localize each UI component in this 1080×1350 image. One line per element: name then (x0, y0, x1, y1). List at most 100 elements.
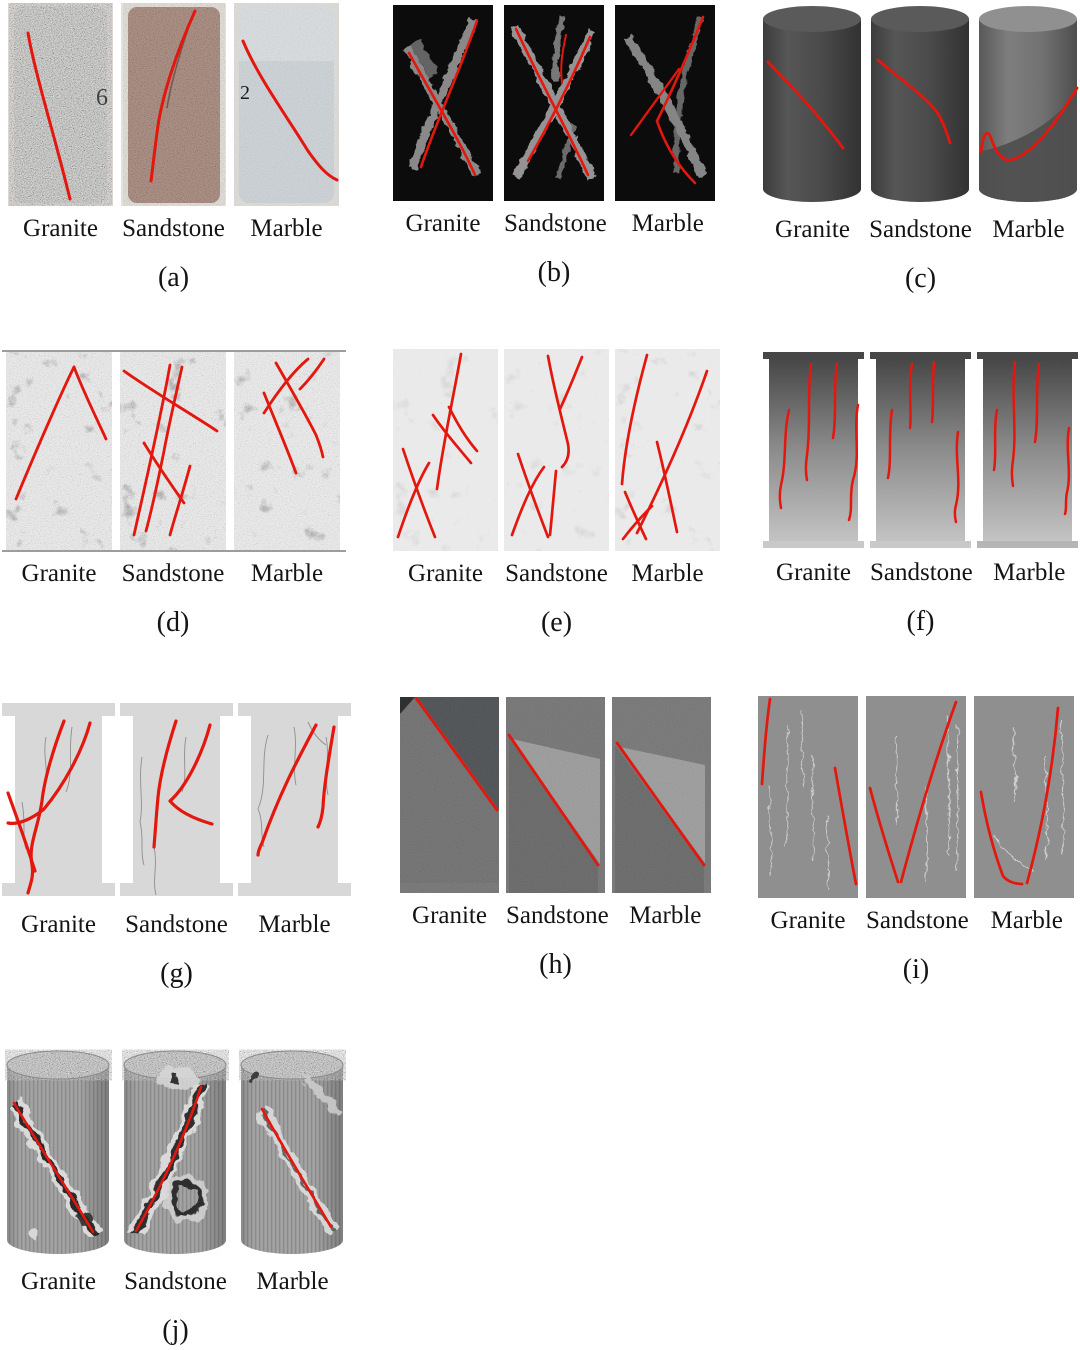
panel-e-granite-image (393, 349, 498, 551)
panel-e-marble-image (615, 349, 720, 551)
panel-f-specimens (763, 350, 1078, 550)
panel-e-specimens (393, 349, 720, 551)
panel-i: Granite Sandstone Marble (i) (758, 696, 1074, 986)
label-marble: Marble (992, 216, 1065, 243)
label-sandstone: Sandstone (125, 911, 228, 938)
panel-j-marble-image (240, 1050, 344, 1254)
panel-d-marble-image (234, 351, 340, 551)
panel-c-sandstone-image (869, 6, 972, 202)
panel-c-specimens (761, 2, 1080, 207)
panel-e: Granite Sandstone Marble (e) (393, 349, 720, 639)
panel-c-letter: (c) (904, 263, 937, 294)
panel-h-letter: (h) (539, 949, 572, 980)
loading-platen-line (2, 350, 346, 352)
panel-d-granite-image (6, 351, 112, 551)
label-marble: Marble (631, 210, 704, 237)
label-sandstone: Sandstone (504, 210, 607, 237)
label-granite: Granite (412, 902, 487, 929)
panel-e-letter: (e) (540, 607, 573, 638)
panel-e-sandstone-image (504, 349, 609, 551)
label-granite: Granite (21, 911, 96, 938)
label-granite: Granite (776, 559, 851, 586)
label-marble: Marble (250, 560, 324, 587)
label-granite: Granite (21, 560, 97, 587)
label-sandstone: Sandstone (866, 907, 969, 934)
panel-f-letter: (f) (906, 606, 935, 637)
panel-g-specimens (2, 697, 351, 902)
panel-b-specimens (393, 5, 715, 201)
panel-i-letter: (i) (902, 954, 930, 985)
panel-j-sandstone-image (123, 1050, 227, 1254)
panel-a-specimens: 6 2 (8, 3, 339, 206)
label-sandstone: Sandstone (869, 216, 972, 243)
label-sandstone: Sandstone (122, 215, 225, 242)
panel-d-letter: (d) (156, 607, 190, 638)
panel-b-granite-image (393, 5, 493, 201)
panel-j: Granite Sandstone Marble (j) (5, 1047, 346, 1347)
panel-a-labels: Granite Sandstone Marble (8, 215, 339, 243)
panel-g-sandstone-image (120, 703, 233, 896)
label-marble: Marble (258, 911, 331, 938)
label-granite: Granite (23, 215, 98, 242)
specimen-mark: 2 (240, 82, 250, 104)
panel-a-granite-image: 6 (8, 3, 113, 206)
panel-h: Granite Sandstone Marble (h) (400, 697, 711, 981)
panel-i-specimens (758, 696, 1074, 898)
label-sandstone: Sandstone (506, 902, 609, 929)
panel-i-granite-image (758, 696, 858, 898)
panel-h-labels: Granite Sandstone Marble (400, 902, 711, 930)
label-granite: Granite (21, 1268, 96, 1295)
panel-b-letter: (b) (537, 257, 571, 288)
panel-h-specimens (400, 697, 711, 893)
panel-b-sandstone-image (504, 5, 604, 201)
panel-b-marble-image (615, 5, 715, 201)
panel-g: Granite Sandstone Marble (g) (2, 697, 351, 990)
panel-h-granite-image (400, 697, 499, 893)
label-marble: Marble (250, 215, 323, 242)
panel-i-marble-image (974, 696, 1074, 898)
panel-f-marble-image (977, 352, 1078, 548)
panel-d-specimens (6, 351, 340, 551)
label-sandstone: Sandstone (870, 559, 973, 586)
panel-d-labels: Granite Sandstone Marble (6, 560, 340, 588)
panel-j-specimens (5, 1047, 346, 1259)
label-granite: Granite (408, 560, 483, 587)
panel-j-letter: (j) (162, 1315, 189, 1346)
label-granite: Granite (770, 907, 846, 934)
panel-f-labels: Granite Sandstone Marble (763, 559, 1078, 587)
label-marble: Marble (631, 560, 704, 587)
panel-b-labels: Granite Sandstone Marble (393, 210, 715, 238)
panel-h-sandstone-image (506, 697, 605, 893)
panel-d-sandstone-image (120, 351, 226, 551)
panel-c-marble-image (979, 6, 1080, 202)
label-sandstone: Sandstone (121, 560, 225, 587)
panel-f: Granite Sandstone Marble (f) (763, 350, 1078, 638)
panel-j-labels: Granite Sandstone Marble (5, 1268, 346, 1296)
panel-g-granite-image (2, 703, 115, 896)
panel-f-granite-image (763, 352, 864, 548)
label-sandstone: Sandstone (505, 560, 608, 587)
label-marble: Marble (629, 902, 702, 929)
panel-i-labels: Granite Sandstone Marble (758, 907, 1074, 935)
panel-i-sandstone-image (866, 696, 966, 898)
panel-a-letter: (a) (157, 262, 190, 293)
loading-platen-line (2, 550, 346, 552)
panel-a-marble-image: 2 (234, 3, 339, 206)
panel-e-labels: Granite Sandstone Marble (393, 560, 720, 588)
label-granite: Granite (775, 216, 850, 243)
label-marble: Marble (256, 1268, 329, 1295)
panel-g-letter: (g) (160, 958, 193, 989)
panel-c-granite-image (761, 6, 864, 202)
panel-c-labels: Granite Sandstone Marble (761, 216, 1080, 244)
label-sandstone: Sandstone (124, 1268, 227, 1295)
panel-j-granite-image (6, 1050, 110, 1254)
panel-f-sandstone-image (870, 352, 971, 548)
label-marble: Marble (993, 559, 1066, 586)
panel-g-marble-image (238, 703, 351, 896)
specimen-mark: 6 (96, 85, 108, 111)
panel-g-labels: Granite Sandstone Marble (2, 911, 351, 939)
panel-a-sandstone-image (121, 3, 226, 206)
panel-a: 6 2 Granite Sandstone Marble (8, 3, 339, 294)
panel-c: Granite Sandstone Marble (c) (761, 2, 1080, 295)
